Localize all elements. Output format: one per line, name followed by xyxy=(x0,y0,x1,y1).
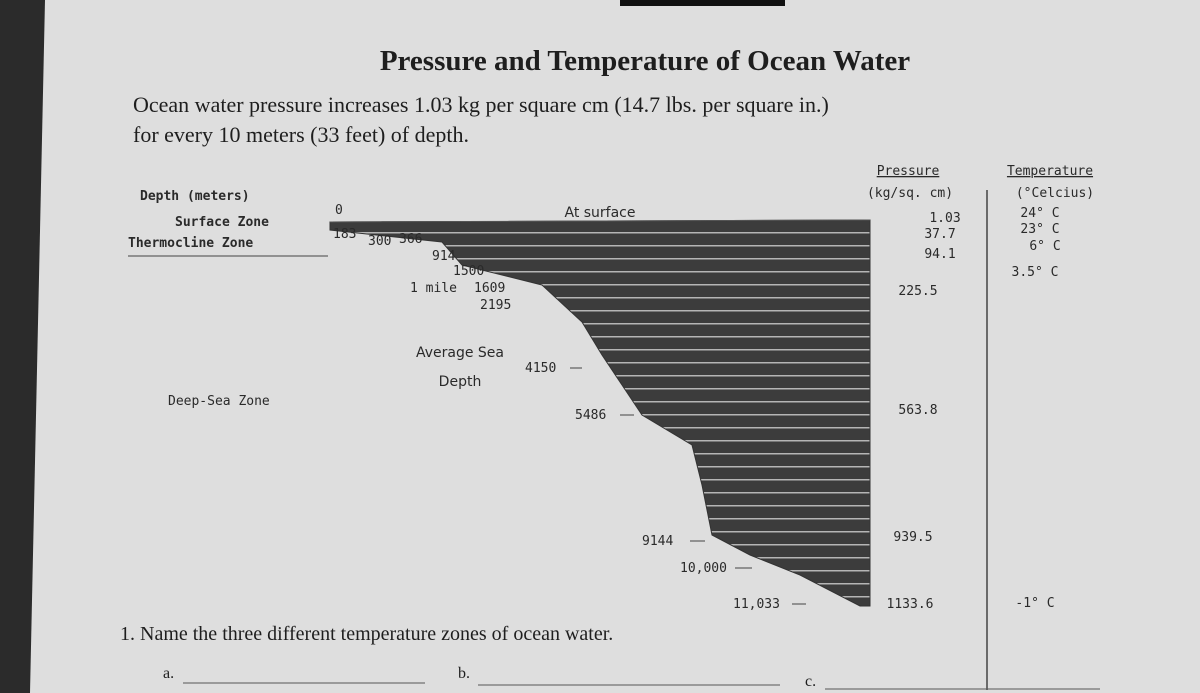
answer-label: a. xyxy=(163,665,174,682)
pressure-value: 563.8 xyxy=(898,403,937,418)
average-label: Average Sea xyxy=(416,345,504,361)
surface-label: At surface xyxy=(564,205,635,221)
depth-label: 1609 xyxy=(474,281,505,296)
depth-label: 5486 xyxy=(575,408,606,423)
zone-label: Deep-Sea Zone xyxy=(168,394,270,409)
depth-label: 300 xyxy=(368,234,391,249)
depth-label: 2195 xyxy=(480,298,511,313)
zone-label: Thermocline Zone xyxy=(128,236,253,251)
pressure-value: 94.1 xyxy=(924,247,955,262)
depth-label: 366 xyxy=(399,232,422,247)
answer-label: c. xyxy=(805,673,816,690)
pressure-value: 37.7 xyxy=(924,227,955,242)
column-heading: (°Celcius) xyxy=(1016,186,1094,201)
answer-label: b. xyxy=(458,665,470,682)
depth-label: 0 xyxy=(335,203,343,218)
top-edge xyxy=(620,0,785,6)
ocean-trench xyxy=(329,219,871,607)
pressure-value: 1.03 xyxy=(929,211,960,226)
temperature-value: -1° C xyxy=(1015,596,1054,611)
column-heading: Pressure xyxy=(877,164,940,179)
depth-label: 4150 xyxy=(525,361,556,376)
intro-line: for every 10 meters (33 feet) of depth. xyxy=(133,122,469,147)
intro-line: Ocean water pressure increases 1.03 kg p… xyxy=(133,92,829,117)
surface-line xyxy=(329,219,871,223)
pressure-value: 939.5 xyxy=(893,530,932,545)
pressure-value: 1133.6 xyxy=(887,597,934,612)
column-heading: Temperature xyxy=(1007,164,1093,179)
depth-label: 9144 xyxy=(642,534,673,549)
pressure-value: 225.5 xyxy=(898,284,937,299)
temperature-value: 3.5° C xyxy=(1012,265,1059,280)
depth-heading: Depth (meters) xyxy=(140,189,250,204)
column-heading: (kg/sq. cm) xyxy=(867,186,953,201)
depth-label: 10,000 xyxy=(680,561,727,576)
depth-label: 183 xyxy=(333,227,356,242)
average-label: Depth xyxy=(439,374,482,390)
depth-label: 1500 xyxy=(453,264,484,279)
temperature-value: 6° C xyxy=(1029,239,1060,254)
depth-label: 11,033 xyxy=(733,597,780,612)
temperature-value: 23° C xyxy=(1020,222,1059,237)
title: Pressure and Temperature of Ocean Water xyxy=(380,45,910,77)
depth-label: 914 xyxy=(432,249,456,264)
zone-label: Surface Zone xyxy=(175,215,269,230)
depth-label: 1 mile xyxy=(410,281,457,296)
temperature-value: 24° C xyxy=(1020,206,1059,221)
question: 1. Name the three different temperature … xyxy=(120,623,613,645)
